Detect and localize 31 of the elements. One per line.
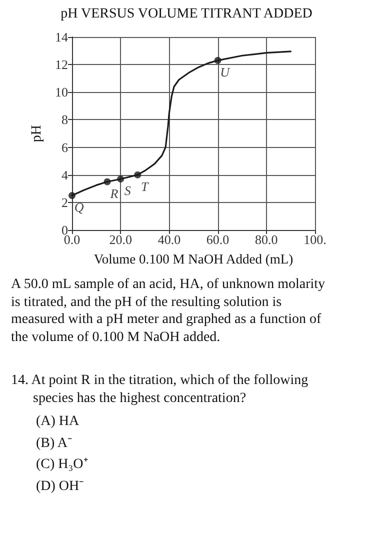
x-tick-label: 60.0 [206, 232, 230, 247]
point [214, 56, 222, 64]
y-tick-label: 2 [62, 194, 68, 210]
y-tick-label: 4 [62, 167, 68, 182]
x-tick-label: 100. [304, 232, 326, 247]
text: (D) OH⁻ [36, 478, 86, 495]
y-tick-label: 12 [55, 57, 68, 72]
text: A 50.0 mL sample of an acid, HA, of unknown molarity is titrated, and the pH of the resulting solution is measured with a pH meter and graphed as a function of the volume of 0.100 M NaOH added. [11, 276, 326, 346]
annotation: Q [74, 200, 84, 215]
text: 14. At point R in the titration, which of the following species has the highest concentration? [11, 372, 310, 407]
point [68, 192, 76, 200]
chart-title: pH VERSUS VOLUME TITRANT ADDED [60, 6, 312, 22]
text: (C) H₃O⁺ [36, 456, 90, 474]
point [134, 171, 142, 178]
annotation: S [124, 182, 132, 198]
point [104, 178, 111, 186]
annotation: U [220, 64, 232, 80]
annotation: T [140, 178, 149, 194]
annotation: R [109, 186, 118, 201]
point [117, 175, 124, 182]
x-tick-label: 20.0 [109, 232, 132, 247]
x-tick-label: 40.0 [158, 232, 181, 247]
y-tick-label: 10 [55, 84, 68, 100]
y-tick-label: 6 [62, 140, 68, 155]
y-axis-title: pH [30, 124, 45, 142]
x-tick-label: 80.0 [255, 232, 278, 247]
text: (A) HA [36, 413, 80, 430]
x-axis-title: Volume 0.100 M NaOH Added (mL) [94, 252, 294, 266]
y-tick-label: 8 [62, 112, 68, 128]
y-tick-label: 14 [55, 30, 68, 44]
text: (B) A⁻ [36, 434, 74, 452]
